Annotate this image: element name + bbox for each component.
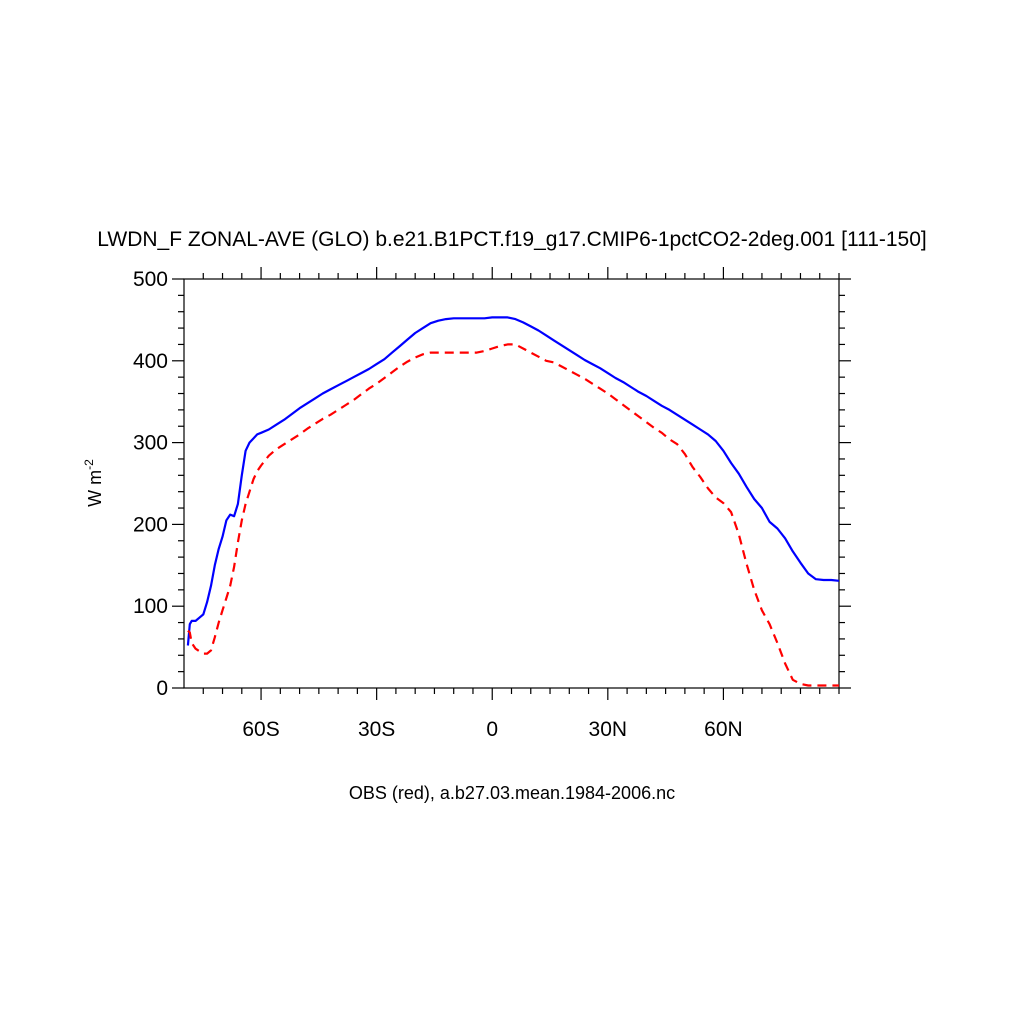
x-tick-label: 30S	[358, 718, 395, 741]
x-axis-ticks: 60S 30S 0 30N 60N	[202, 267, 840, 741]
y-tick-label: 0	[156, 677, 168, 700]
x-axis-label: OBS (red), a.b27.03.mean.1984-2006.nc	[349, 783, 675, 803]
y-tick-label: 100	[133, 595, 168, 618]
y-tick-label: 400	[133, 350, 168, 373]
plot-frame	[183, 278, 840, 689]
x-tick-label: 60S	[242, 718, 279, 741]
y-axis-label-superscript: -2	[82, 459, 96, 470]
series-layer	[186, 316, 840, 687]
series-line-0	[186, 316, 840, 646]
series-line-1	[187, 343, 839, 687]
y-tick-label: 300	[133, 432, 168, 455]
x-tick-label: 60N	[704, 718, 743, 741]
y-axis-ticks: 0 100 200 300 400 500	[133, 268, 851, 700]
y-axis-label: W m-2	[82, 459, 105, 507]
y-axis-label-text: W m	[85, 470, 105, 507]
y-tick-label: 500	[133, 268, 168, 291]
y-tick-label: 200	[133, 513, 168, 536]
chart-title: LWDN_F ZONAL-AVE (GLO) b.e21.B1PCT.f19_g…	[97, 228, 927, 251]
x-tick-label: 30N	[589, 718, 628, 741]
x-tick-label: 0	[486, 718, 498, 741]
